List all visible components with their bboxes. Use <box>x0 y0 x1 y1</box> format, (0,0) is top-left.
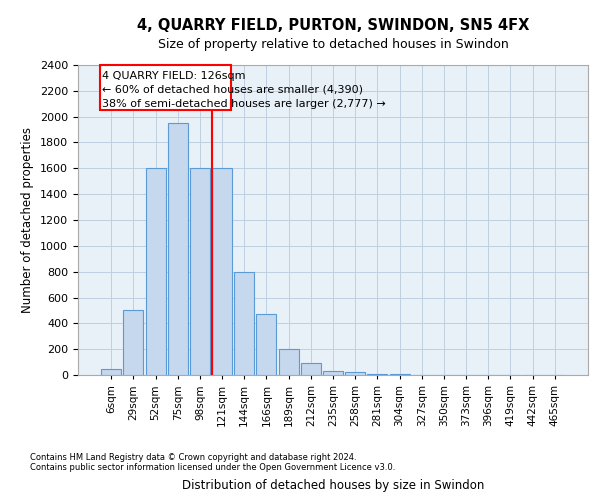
Text: Size of property relative to detached houses in Swindon: Size of property relative to detached ho… <box>158 38 508 51</box>
Text: Contains HM Land Registry data © Crown copyright and database right 2024.: Contains HM Land Registry data © Crown c… <box>30 454 356 462</box>
Bar <box>212 168 232 375</box>
Bar <box>168 123 188 375</box>
Text: Distribution of detached houses by size in Swindon: Distribution of detached houses by size … <box>182 480 484 492</box>
Bar <box>256 314 277 375</box>
Bar <box>278 349 299 375</box>
Bar <box>190 168 210 375</box>
Bar <box>367 374 388 375</box>
Y-axis label: Number of detached properties: Number of detached properties <box>22 127 34 313</box>
Bar <box>301 364 321 375</box>
Bar <box>146 168 166 375</box>
Text: ← 60% of detached houses are smaller (4,390): ← 60% of detached houses are smaller (4,… <box>102 84 363 94</box>
Bar <box>345 372 365 375</box>
Bar <box>124 310 143 375</box>
Bar <box>100 65 231 110</box>
Bar <box>234 272 254 375</box>
Text: 4, QUARRY FIELD, PURTON, SWINDON, SN5 4FX: 4, QUARRY FIELD, PURTON, SWINDON, SN5 4F… <box>137 18 529 32</box>
Bar <box>323 371 343 375</box>
Text: 4 QUARRY FIELD: 126sqm: 4 QUARRY FIELD: 126sqm <box>102 72 246 82</box>
Text: Contains public sector information licensed under the Open Government Licence v3: Contains public sector information licen… <box>30 464 395 472</box>
Bar <box>101 368 121 375</box>
Bar <box>389 374 410 375</box>
Text: 38% of semi-detached houses are larger (2,777) →: 38% of semi-detached houses are larger (… <box>102 98 386 108</box>
